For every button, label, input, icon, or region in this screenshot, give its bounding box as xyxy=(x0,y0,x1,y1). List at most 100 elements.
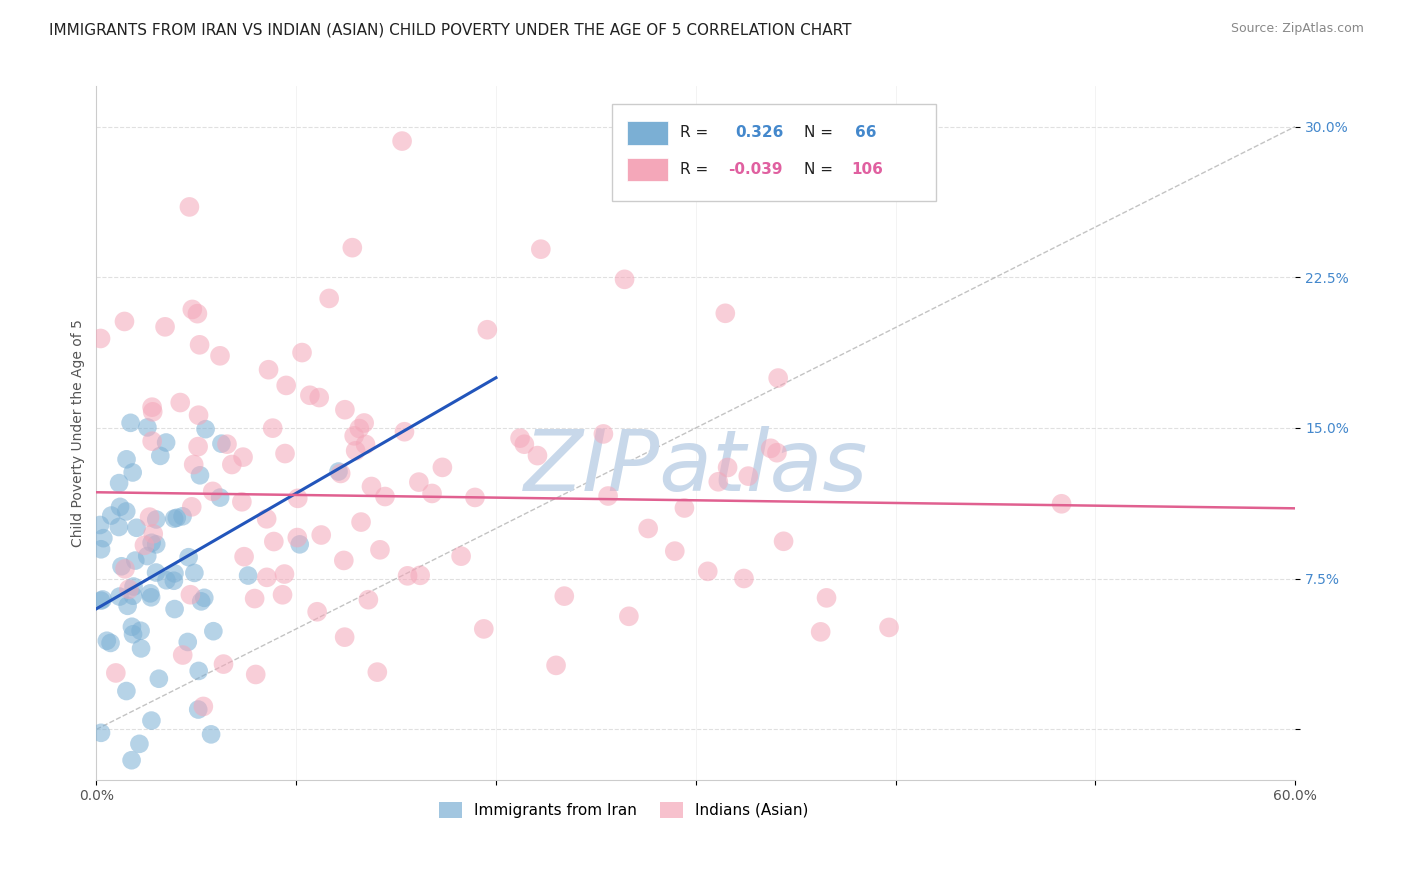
Point xyxy=(180,500,202,514)
Point xyxy=(613,272,636,286)
Point xyxy=(391,134,413,148)
Point xyxy=(307,605,329,619)
Point xyxy=(148,672,170,686)
Point xyxy=(298,388,321,402)
Point xyxy=(121,753,143,767)
Point xyxy=(432,460,454,475)
Point xyxy=(231,495,253,509)
Point xyxy=(664,544,686,558)
Point xyxy=(128,737,150,751)
Point xyxy=(136,420,159,434)
Point xyxy=(141,714,163,728)
Point xyxy=(716,460,738,475)
Point xyxy=(141,434,163,449)
Point xyxy=(110,559,132,574)
Point xyxy=(353,416,375,430)
Point xyxy=(172,648,194,662)
Point xyxy=(187,702,209,716)
Point xyxy=(342,241,364,255)
Point xyxy=(122,589,145,603)
Point xyxy=(163,566,186,581)
Point xyxy=(121,466,143,480)
Point xyxy=(233,549,256,564)
Point xyxy=(89,518,111,533)
Point xyxy=(215,437,238,451)
Point xyxy=(163,602,186,616)
Point xyxy=(766,446,789,460)
Point xyxy=(208,349,231,363)
Point xyxy=(396,569,419,583)
Point xyxy=(420,486,443,500)
Point xyxy=(181,302,204,317)
Point xyxy=(134,538,156,552)
Point xyxy=(287,491,309,506)
Point xyxy=(366,665,388,679)
Text: IMMIGRANTS FROM IRAN VS INDIAN (ASIAN) CHILD POVERTY UNDER THE AGE OF 5 CORRELAT: IMMIGRANTS FROM IRAN VS INDIAN (ASIAN) C… xyxy=(49,22,852,37)
Point xyxy=(257,362,280,376)
Point xyxy=(772,534,794,549)
Point xyxy=(513,437,536,451)
Legend: Immigrants from Iran, Indians (Asian): Immigrants from Iran, Indians (Asian) xyxy=(433,796,814,824)
Point xyxy=(145,566,167,580)
Point xyxy=(350,515,373,529)
Point xyxy=(139,591,162,605)
Point xyxy=(190,594,212,608)
Point xyxy=(394,425,416,439)
FancyBboxPatch shape xyxy=(612,103,935,201)
Text: R =: R = xyxy=(681,125,713,140)
Point xyxy=(183,458,205,472)
Point xyxy=(138,510,160,524)
Point xyxy=(108,500,131,514)
Point xyxy=(276,378,298,392)
Point xyxy=(104,665,127,680)
Point xyxy=(333,402,356,417)
Point xyxy=(108,476,131,491)
Point xyxy=(553,589,575,603)
Point xyxy=(343,429,366,443)
Point xyxy=(179,200,201,214)
Point xyxy=(637,521,659,535)
Point xyxy=(374,490,396,504)
Point xyxy=(509,431,531,445)
Point xyxy=(329,467,352,481)
Point xyxy=(115,504,138,518)
Point xyxy=(187,664,209,678)
Point xyxy=(145,512,167,526)
Text: N =: N = xyxy=(804,125,838,140)
Text: 66: 66 xyxy=(855,125,877,140)
Point xyxy=(236,568,259,582)
Point xyxy=(544,658,567,673)
Point xyxy=(139,586,162,600)
Point xyxy=(263,534,285,549)
Point xyxy=(100,636,122,650)
Point xyxy=(256,512,278,526)
Point xyxy=(464,491,486,505)
Point xyxy=(163,511,186,525)
FancyBboxPatch shape xyxy=(627,158,668,181)
Point xyxy=(145,537,167,551)
Point xyxy=(766,371,789,385)
Point xyxy=(177,635,200,649)
Point xyxy=(209,491,232,505)
Point xyxy=(291,345,314,359)
Point xyxy=(91,592,114,607)
Point xyxy=(129,624,152,638)
Point xyxy=(714,306,737,320)
Point xyxy=(273,567,295,582)
Point xyxy=(592,426,614,441)
Point xyxy=(696,565,718,579)
Point xyxy=(149,449,172,463)
Point xyxy=(243,591,266,606)
Point xyxy=(90,542,112,557)
Point xyxy=(357,592,380,607)
Point xyxy=(673,500,696,515)
Point xyxy=(90,331,112,345)
Point xyxy=(360,479,382,493)
Point xyxy=(187,440,209,454)
Point xyxy=(194,422,217,436)
Text: N =: N = xyxy=(804,162,838,177)
Point xyxy=(256,570,278,584)
Point xyxy=(142,405,165,419)
Point xyxy=(179,588,201,602)
Point xyxy=(114,562,136,576)
